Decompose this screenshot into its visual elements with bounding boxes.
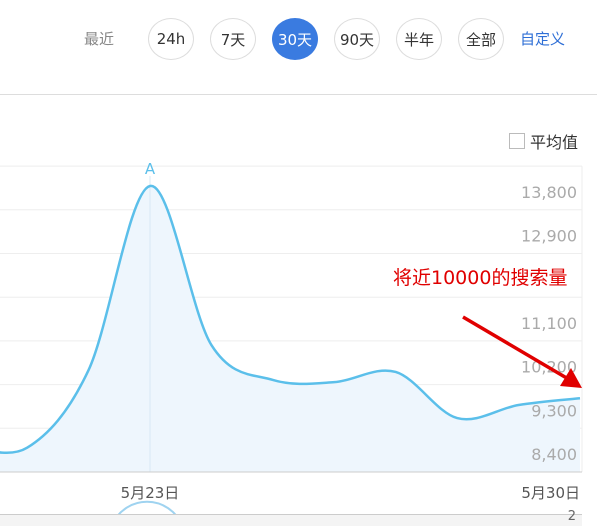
y-tick-label: 11,100	[521, 314, 577, 333]
range-7d-button[interactable]: 7天	[210, 18, 256, 60]
average-toggle[interactable]: 平均值	[509, 129, 578, 153]
y-tick-label: 9,300	[531, 401, 577, 420]
divider	[0, 94, 597, 95]
annotation-text: 将近10000的搜索量	[393, 267, 567, 289]
x-tick-label: 5月30日	[521, 484, 580, 502]
annotation-arrow	[462, 315, 571, 382]
arrow-head-icon	[560, 368, 582, 388]
range-half-year-button[interactable]: 半年	[396, 18, 442, 60]
range-24h-button[interactable]: 24h	[148, 18, 194, 60]
average-label: 平均值	[530, 133, 579, 152]
y-tick-label: 13,800	[521, 183, 577, 202]
range-navigator[interactable]: 2	[0, 509, 582, 526]
y-tick-label: 8,400	[531, 445, 577, 464]
navigator-value: 2	[567, 509, 576, 524]
range-all-button[interactable]: 全部	[458, 18, 504, 60]
range-30d-button[interactable]: 30天	[272, 18, 318, 60]
average-checkbox[interactable]	[509, 133, 525, 149]
marker-label: A	[145, 160, 156, 178]
range-selector: 最近 24h 7天 30天 90天 半年 全部 自定义	[0, 18, 600, 60]
custom-range-link[interactable]: 自定义	[520, 30, 566, 48]
y-tick-label: 12,900	[521, 227, 577, 246]
x-tick-label: 5月23日	[121, 484, 180, 502]
area-fill	[0, 185, 581, 472]
recent-label: 最近	[84, 30, 115, 48]
range-90d-button[interactable]: 90天	[334, 18, 380, 60]
